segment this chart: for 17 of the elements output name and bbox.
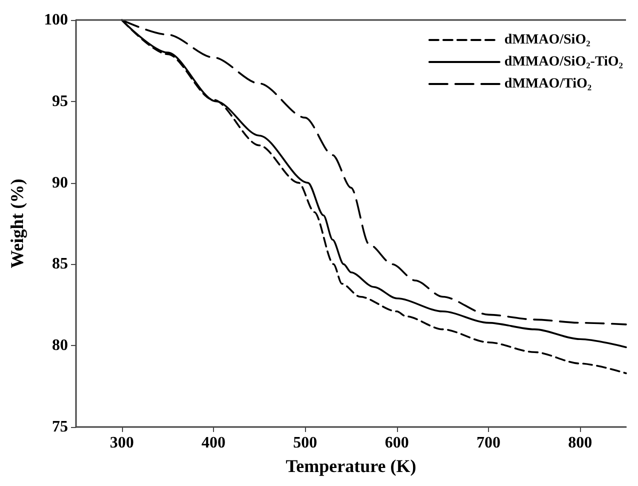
y-tick-label: 100 <box>44 12 68 28</box>
y-tick-label: 85 <box>52 256 68 273</box>
x-tick-label: 400 <box>202 434 226 452</box>
x-tick-label: 600 <box>384 434 409 452</box>
y-axis-title: Weight (%) <box>7 178 27 268</box>
legend-label: dMMAO/TiO₂ <box>504 76 592 92</box>
x-axis-title: Temperature (K) <box>286 456 416 476</box>
x-tick-label: 500 <box>293 434 318 452</box>
legend-label: dMMAO/SiO₂-TiO₂ <box>504 54 624 70</box>
x-tick-label: 300 <box>110 434 134 452</box>
x-tick-label: 800 <box>568 434 592 452</box>
legend-label: dMMAO/SiO₂ <box>504 32 590 48</box>
y-tick-label: 90 <box>52 174 68 192</box>
x-tick-label: 700 <box>476 434 500 452</box>
y-tick-label: 75 <box>52 418 68 436</box>
y-tick-label: 80 <box>52 337 68 354</box>
y-tick-label: 95 <box>52 92 68 110</box>
